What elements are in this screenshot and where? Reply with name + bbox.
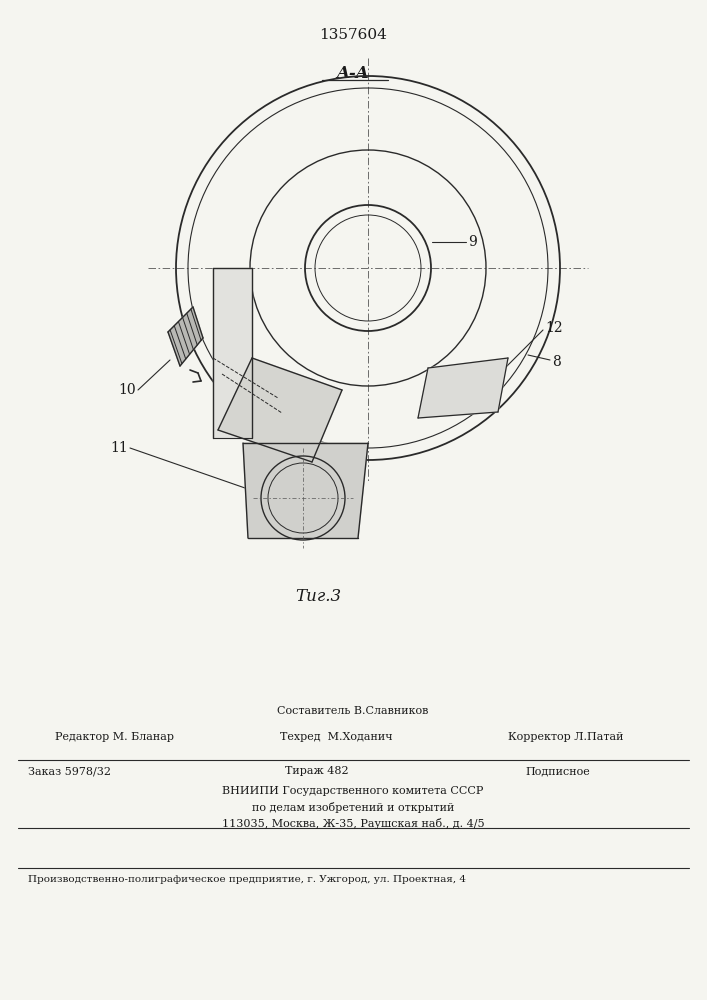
Text: 1357604: 1357604 [319,28,387,42]
Polygon shape [168,307,203,366]
Text: Редактор М. Бланар: Редактор М. Бланар [55,732,174,742]
Text: ВНИИПИ Государственного комитета СССР: ВНИИПИ Государственного комитета СССР [222,786,484,796]
Polygon shape [243,443,368,538]
Text: по делам изобретений и открытий: по делам изобретений и открытий [252,802,454,813]
Text: 113035, Москва, Ж-35, Раушская наб., д. 4/5: 113035, Москва, Ж-35, Раушская наб., д. … [222,818,484,829]
Text: Составитель В.Славников: Составитель В.Славников [277,706,428,716]
Text: 9: 9 [468,235,477,249]
Text: Подписное: Подписное [525,766,590,776]
Polygon shape [418,358,508,418]
Text: 8: 8 [552,355,561,369]
Text: Техред  М.Ходанич: Техред М.Ходанич [280,732,392,742]
Text: 10: 10 [118,383,136,397]
Text: 11: 11 [110,441,128,455]
Text: Τиг.3: Τиг.3 [295,588,341,605]
Text: 12: 12 [545,321,563,335]
Text: Тираж 482: Тираж 482 [285,766,349,776]
Text: Корректор Л.Патай: Корректор Л.Патай [508,732,624,742]
Polygon shape [213,268,252,438]
Text: A-A: A-A [337,65,369,82]
Polygon shape [218,358,342,462]
Text: Заказ 5978/32: Заказ 5978/32 [28,766,111,776]
Text: Производственно-полиграфическое предприятие, г. Ужгород, ул. Проектная, 4: Производственно-полиграфическое предприя… [28,875,466,884]
